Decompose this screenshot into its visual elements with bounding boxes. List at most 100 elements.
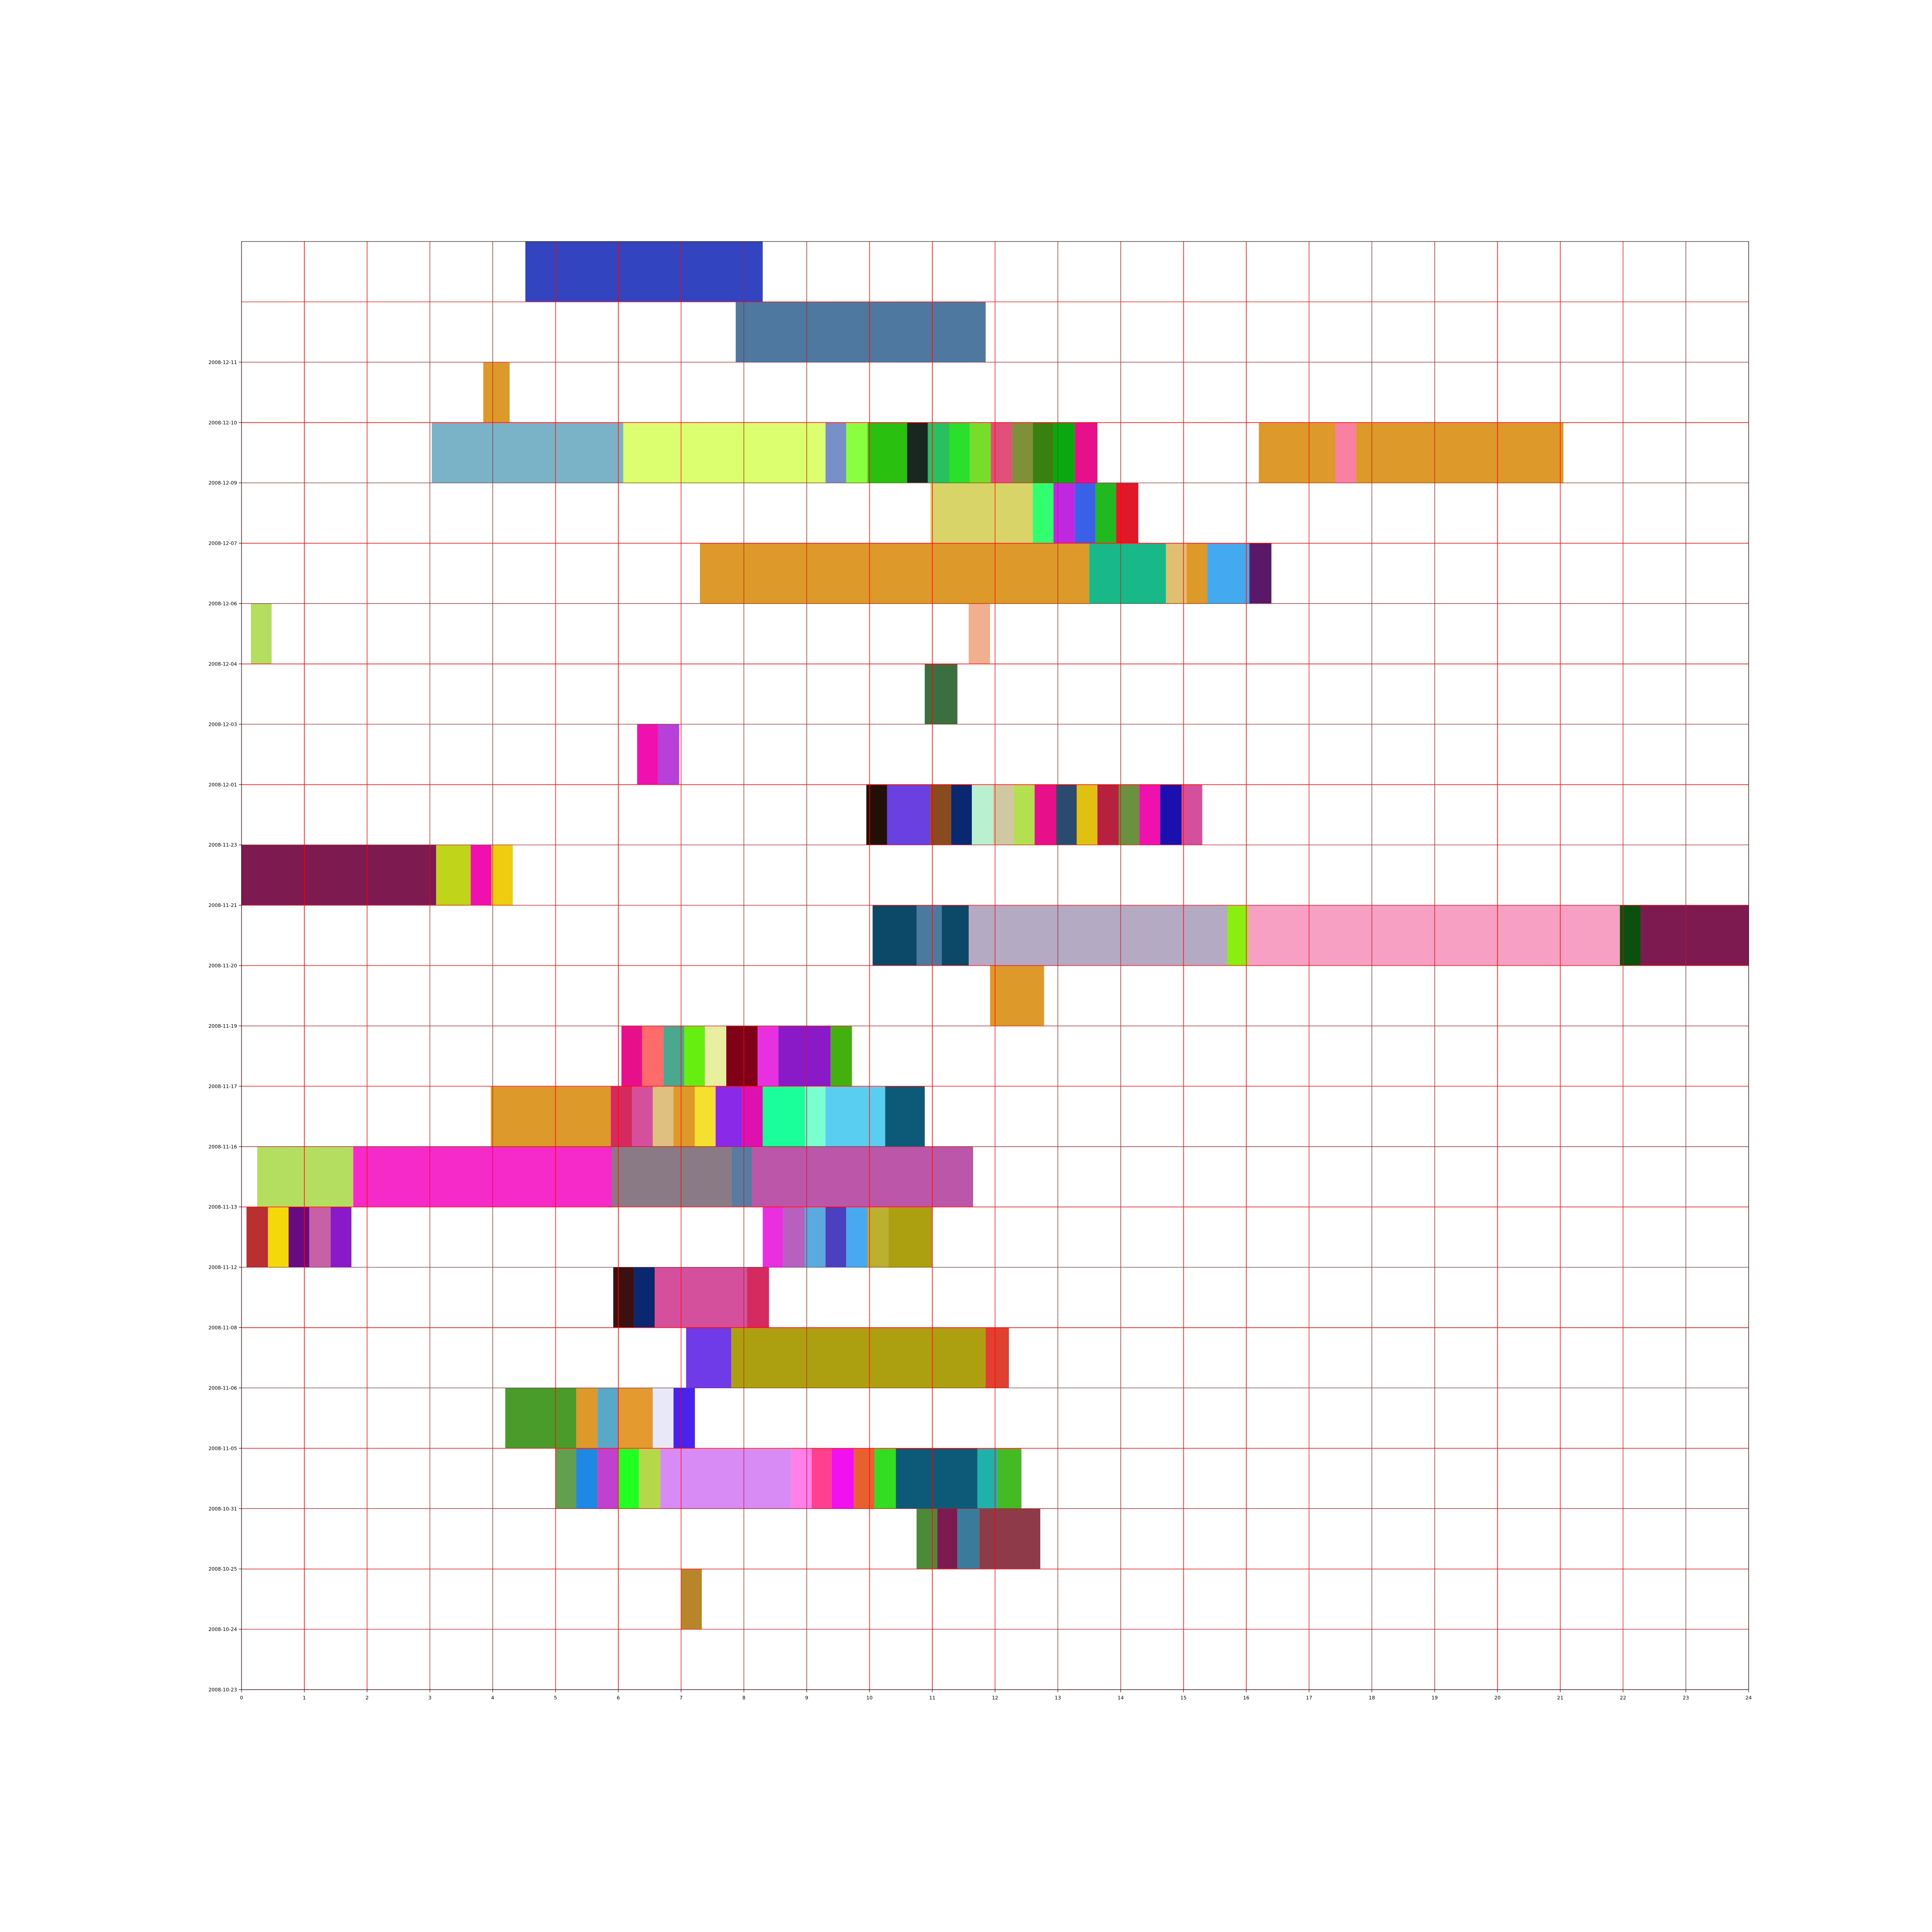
bar-segment-row14-6 (1014, 784, 1035, 845)
x-tick-label-10: 10 (866, 1695, 873, 1701)
bar-segment-row3-4 (639, 1448, 661, 1509)
bar-segment-row2-2 (957, 1508, 979, 1569)
x-tick-label-17: 17 (1306, 1695, 1312, 1701)
x-tick-label-22: 22 (1620, 1695, 1626, 1701)
bar-segment-row23-0 (525, 242, 763, 302)
bar-segment-row6-2 (654, 1267, 747, 1328)
bar-segment-row3-13 (997, 1448, 1021, 1509)
bar-segment-row4-0 (505, 1388, 576, 1449)
bar-segment-row7-4 (330, 1207, 352, 1267)
bar-segment-row9-10 (825, 1086, 886, 1147)
y-tick-label-4: 2008-11-05 (208, 1445, 237, 1451)
bar-segment-row10-5 (726, 1025, 758, 1086)
x-tick-label-8: 8 (742, 1695, 746, 1701)
bar-segment-row5-0 (686, 1327, 732, 1388)
bar-segment-row18-2 (1165, 543, 1187, 604)
bar-segment-row7-5 (763, 1207, 784, 1267)
bar-segment-row9-8 (763, 1086, 805, 1147)
bar-segment-row6-3 (747, 1267, 769, 1328)
bar-segment-row20-6 (928, 422, 949, 483)
bar-segment-row14-9 (1076, 784, 1097, 845)
bar-segment-row2-0 (916, 1508, 937, 1569)
bar-segment-row19-2 (1053, 483, 1075, 543)
bar-segment-row10-4 (705, 1025, 727, 1086)
y-tick-label-16: 2008-12-03 (208, 721, 237, 727)
bar-segment-row9-7 (742, 1086, 763, 1147)
bar-segment-row20-8 (970, 422, 991, 483)
bar-segment-row3-12 (977, 1448, 998, 1509)
bar-segment-row9-4 (674, 1086, 695, 1147)
bar-segment-row14-0 (866, 784, 887, 845)
bar-segment-row17-0 (251, 603, 272, 664)
bar-segment-row10-6 (758, 1025, 779, 1086)
y-tick-label-1: 2008-10-24 (208, 1627, 237, 1632)
bar-segment-row2-1 (937, 1508, 958, 1569)
y-tick-label-14: 2008-11-23 (208, 842, 237, 848)
bar-segment-row9-6 (716, 1086, 742, 1147)
x-tick-label-21: 21 (1557, 1695, 1563, 1701)
bar-segment-row9-5 (695, 1086, 716, 1147)
x-tick-label-23: 23 (1683, 1695, 1689, 1701)
bar-segment-row1-0 (681, 1569, 702, 1630)
x-tick-label-2: 2 (365, 1695, 369, 1701)
bar-segment-row14-8 (1056, 784, 1077, 845)
bar-segment-row19-1 (1033, 483, 1054, 543)
x-tick-label-5: 5 (554, 1695, 557, 1701)
y-tick-label-21: 2008-12-10 (208, 420, 237, 426)
bar-segment-row11-0 (990, 966, 1044, 1026)
bar-segment-row18-1 (1089, 543, 1166, 604)
bar-segment-row4-4 (652, 1388, 674, 1449)
bar-segment-row14-13 (1160, 784, 1182, 845)
bar-segment-row12-2 (941, 905, 969, 966)
bar-segments (242, 242, 1749, 1630)
bar-segment-row20-1 (623, 422, 826, 483)
x-tick-label-24: 24 (1746, 1695, 1752, 1701)
y-tick-label-15: 2008-12-01 (208, 782, 237, 788)
bar-segment-row9-11 (885, 1086, 925, 1147)
bar-segment-row3-0 (555, 1448, 576, 1509)
bar-segment-row18-4 (1207, 543, 1250, 604)
bar-segment-row7-9 (846, 1207, 868, 1267)
bar-segment-row7-1 (267, 1207, 289, 1267)
bar-segment-row7-3 (309, 1207, 331, 1267)
y-tick-label-12: 2008-11-20 (208, 963, 237, 969)
bar-segment-row20-4 (867, 422, 907, 483)
bar-segment-row14-5 (993, 784, 1014, 845)
bar-segment-row3-1 (576, 1448, 598, 1509)
bar-segment-row20-10 (1012, 422, 1033, 483)
x-tick-label-13: 13 (1055, 1695, 1061, 1701)
bar-segment-row20-11 (1033, 422, 1054, 483)
y-tick-label-5: 2008-11-06 (208, 1385, 237, 1391)
bar-segment-row4-1 (576, 1388, 598, 1449)
bar-segment-row20-9 (991, 422, 1012, 483)
bar-segment-row18-0 (700, 543, 1089, 604)
x-tick-label-11: 11 (929, 1695, 936, 1701)
y-tick-label-7: 2008-11-12 (208, 1265, 237, 1271)
bar-segment-row14-11 (1119, 784, 1140, 845)
bar-segment-row10-0 (621, 1025, 642, 1086)
bar-segment-row3-8 (831, 1448, 854, 1509)
bar-segment-row19-0 (930, 483, 1033, 543)
y-tick-label-10: 2008-11-17 (208, 1084, 237, 1089)
x-tick-label-16: 16 (1243, 1695, 1250, 1701)
bar-segment-row8-3 (731, 1146, 752, 1207)
bar-segment-row3-5 (660, 1448, 791, 1509)
bar-segment-row12-1 (916, 905, 942, 966)
bar-segment-row13-1 (436, 845, 471, 906)
bar-segment-row9-3 (652, 1086, 674, 1147)
x-tick-label-12: 12 (992, 1695, 998, 1701)
bar-segment-row20-12 (1053, 422, 1075, 483)
y-tick-label-19: 2008-12-07 (208, 541, 237, 547)
bar-segment-row20-3 (846, 422, 868, 483)
bar-segment-row14-12 (1139, 784, 1161, 845)
bar-segment-row12-7 (1640, 905, 1749, 966)
bar-segment-row4-5 (674, 1388, 695, 1449)
bar-segment-row13-0 (242, 845, 436, 906)
x-tick-label-14: 14 (1118, 1695, 1124, 1701)
bar-segment-row10-7 (778, 1025, 831, 1086)
bar-segment-row21-0 (483, 362, 510, 423)
bar-segment-row9-2 (632, 1086, 653, 1147)
bar-segment-row7-2 (288, 1207, 309, 1267)
y-axis-ticks: 2008-10-23 2008-10-24 2008-10-25 2008-10-31… (208, 360, 242, 1693)
x-tick-label-19: 19 (1432, 1695, 1438, 1701)
